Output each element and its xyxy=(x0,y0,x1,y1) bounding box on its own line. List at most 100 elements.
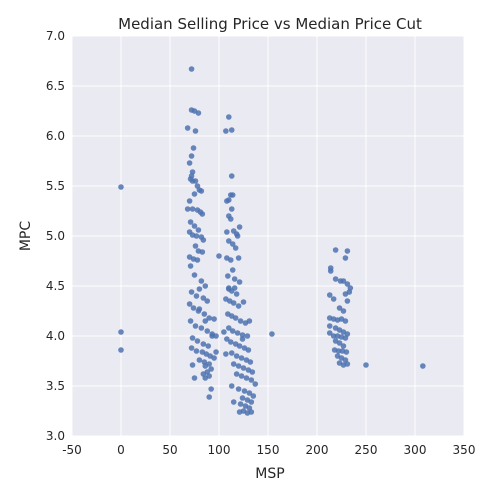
data-point xyxy=(199,211,206,217)
data-point xyxy=(191,191,198,197)
data-point xyxy=(184,125,191,131)
data-point xyxy=(237,401,244,407)
data-point xyxy=(192,323,199,329)
data-point xyxy=(211,316,217,322)
data-point xyxy=(233,353,240,359)
data-point xyxy=(196,306,203,312)
data-point xyxy=(229,192,236,198)
data-point xyxy=(196,357,203,363)
data-point xyxy=(204,328,211,334)
data-point xyxy=(233,371,240,377)
data-point xyxy=(198,278,205,284)
data-point xyxy=(344,361,351,367)
data-point xyxy=(234,330,241,336)
data-point xyxy=(202,283,209,289)
data-point xyxy=(330,296,337,302)
data-point xyxy=(230,399,237,405)
data-point xyxy=(236,224,243,230)
data-point xyxy=(236,343,243,349)
data-point xyxy=(239,336,246,342)
data-point xyxy=(227,257,234,263)
x-tick-label: 200 xyxy=(306,443,329,457)
data-point xyxy=(241,388,248,394)
chart-title: Median Selling Price vs Median Price Cut xyxy=(118,15,422,33)
data-point xyxy=(228,127,235,133)
data-point xyxy=(191,272,198,278)
data-point xyxy=(198,325,205,331)
data-point xyxy=(188,345,195,351)
data-point xyxy=(192,178,199,184)
data-point xyxy=(230,361,237,367)
x-axis-ticks: -50 0 50 100 150 200 250 300 350 xyxy=(62,443,475,457)
data-point xyxy=(243,375,250,381)
data-point xyxy=(213,333,219,339)
data-point xyxy=(327,268,334,274)
data-point xyxy=(216,253,222,259)
data-point xyxy=(204,298,211,304)
data-point xyxy=(340,308,347,314)
data-point xyxy=(196,286,203,292)
x-tick-label: 300 xyxy=(404,443,427,457)
data-point xyxy=(187,263,194,269)
data-point xyxy=(205,343,212,349)
x-tick-label: 150 xyxy=(257,443,280,457)
x-tick-label: -50 xyxy=(62,443,82,457)
data-point xyxy=(188,66,195,72)
data-point xyxy=(190,305,197,311)
data-point xyxy=(249,369,256,375)
data-point xyxy=(213,349,219,355)
data-point xyxy=(187,219,194,225)
data-point xyxy=(238,355,245,361)
data-point xyxy=(193,233,200,239)
x-tick-label: 100 xyxy=(208,443,231,457)
y-tick-label: 5.5 xyxy=(46,179,65,193)
x-tick-label: 350 xyxy=(453,443,476,457)
x-axis-label: MSP xyxy=(255,466,284,482)
data-point xyxy=(342,255,349,261)
data-point xyxy=(186,301,193,307)
data-point xyxy=(208,366,214,372)
data-point xyxy=(235,255,242,261)
data-point xyxy=(252,381,259,387)
data-point xyxy=(189,206,196,212)
data-point xyxy=(228,350,235,356)
data-point xyxy=(202,375,209,381)
data-point xyxy=(248,399,255,405)
data-point xyxy=(269,331,275,337)
data-point xyxy=(200,295,207,301)
data-point xyxy=(246,318,253,324)
data-point xyxy=(340,343,347,349)
data-point xyxy=(225,273,231,279)
data-point xyxy=(363,362,369,368)
y-tick-label: 4.0 xyxy=(46,329,65,343)
data-point xyxy=(336,340,343,346)
data-point xyxy=(224,336,230,342)
data-point xyxy=(201,311,208,317)
grid-lines xyxy=(71,35,465,437)
data-point xyxy=(344,248,351,254)
data-point xyxy=(235,363,242,369)
data-point xyxy=(342,335,349,341)
y-axis-ticks: 3.0 3.5 4.0 4.5 5.0 5.5 6.0 6.5 7.0 xyxy=(46,29,65,443)
data-point xyxy=(240,365,247,371)
data-point xyxy=(229,328,236,334)
data-point xyxy=(344,298,351,304)
data-point xyxy=(192,243,199,249)
data-point xyxy=(199,249,206,255)
x-tick-label: 0 xyxy=(117,443,125,457)
data-point xyxy=(236,409,243,415)
data-point xyxy=(191,375,198,381)
data-point xyxy=(235,303,242,309)
data-point xyxy=(335,348,342,354)
y-tick-label: 5.0 xyxy=(46,229,65,243)
data-point xyxy=(186,198,193,204)
data-point xyxy=(206,394,212,400)
data-point xyxy=(250,393,257,399)
data-point xyxy=(332,276,339,282)
data-point xyxy=(194,338,201,344)
data-point xyxy=(190,145,197,151)
data-point xyxy=(189,335,196,341)
data-point xyxy=(246,390,253,396)
data-point xyxy=(228,206,235,212)
data-point xyxy=(206,315,212,321)
